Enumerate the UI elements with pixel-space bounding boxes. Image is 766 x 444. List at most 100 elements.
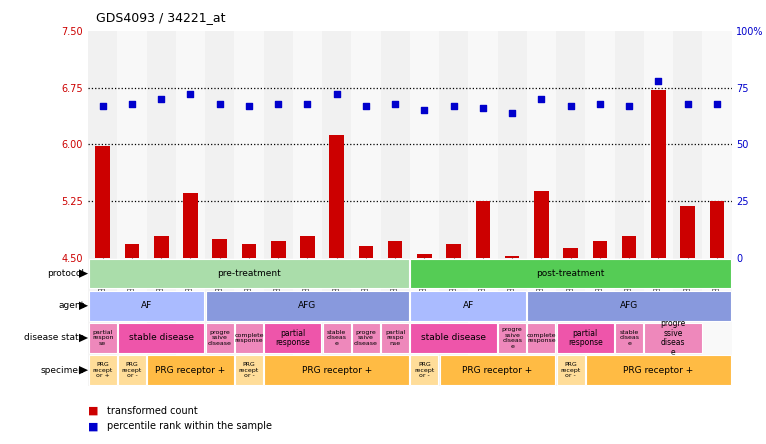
Bar [381, 290, 410, 322]
Bar [322, 354, 352, 386]
Text: specimen: specimen [41, 366, 84, 375]
Bar [702, 322, 732, 354]
Text: AFG: AFG [298, 301, 316, 310]
Bar [293, 258, 322, 290]
Bar [293, 354, 322, 386]
Bar [264, 322, 293, 354]
Bar [410, 31, 439, 258]
Bar [88, 322, 117, 354]
Bar [615, 323, 643, 353]
Bar [702, 290, 732, 322]
Text: protocol: protocol [47, 269, 84, 278]
Bar [117, 354, 146, 386]
Bar [527, 322, 556, 354]
Bar [498, 354, 527, 386]
Bar [176, 322, 205, 354]
Text: post-treatment: post-treatment [536, 269, 605, 278]
Text: AF: AF [463, 301, 474, 310]
Bar [271, 241, 286, 258]
Bar [556, 354, 585, 386]
Bar [439, 31, 468, 258]
Text: pre-treatment: pre-treatment [217, 269, 281, 278]
Bar [293, 31, 322, 258]
Bar [205, 291, 409, 321]
Bar [89, 355, 116, 385]
Bar [322, 31, 352, 258]
Bar [352, 258, 381, 290]
Bar [212, 239, 227, 258]
Text: partial
respo
nse: partial respo nse [385, 330, 405, 346]
Bar [176, 31, 205, 258]
Polygon shape [79, 366, 88, 374]
Bar [468, 322, 498, 354]
Bar [88, 258, 117, 290]
Bar [205, 258, 234, 290]
Text: complete
response: complete response [527, 333, 556, 343]
Text: AFG: AFG [620, 301, 638, 310]
Bar [88, 290, 117, 322]
Bar [527, 323, 555, 353]
Bar [264, 290, 293, 322]
Bar [498, 322, 527, 354]
Bar [447, 244, 461, 258]
Point [653, 77, 665, 84]
Bar [264, 258, 293, 290]
Point [447, 102, 460, 109]
Bar [468, 290, 498, 322]
Point [476, 104, 489, 111]
Bar [88, 354, 117, 386]
Text: progre
ssive
disease: progre ssive disease [208, 330, 231, 346]
Point [506, 109, 519, 116]
Bar [557, 355, 584, 385]
Bar [264, 323, 322, 353]
Bar [585, 290, 614, 322]
Text: progre
ssive
diseas
e: progre ssive diseas e [502, 327, 522, 349]
Bar [88, 31, 117, 258]
Bar [556, 31, 585, 258]
Bar [146, 290, 176, 322]
Bar [205, 322, 234, 354]
Bar [527, 31, 556, 258]
Bar [411, 355, 438, 385]
Point [243, 102, 255, 109]
Bar [673, 258, 702, 290]
Text: PRG receptor +: PRG receptor + [624, 366, 693, 375]
Text: ■: ■ [88, 406, 99, 416]
Bar [439, 258, 468, 290]
Bar [585, 354, 614, 386]
Bar [643, 354, 673, 386]
Bar [644, 323, 702, 353]
Bar [439, 322, 468, 354]
Point [331, 91, 343, 98]
Bar [183, 194, 198, 258]
Bar [586, 355, 731, 385]
Bar [205, 354, 234, 386]
Bar [89, 291, 205, 321]
Bar [527, 258, 556, 290]
Point [594, 100, 606, 107]
Bar [563, 249, 578, 258]
Bar [614, 354, 643, 386]
Bar [585, 322, 614, 354]
Text: PRG
recept
or -: PRG recept or - [414, 362, 434, 378]
Bar [673, 290, 702, 322]
Bar [176, 258, 205, 290]
Text: PRG receptor +: PRG receptor + [302, 366, 372, 375]
Text: percentile rank within the sample: percentile rank within the sample [107, 421, 272, 431]
Polygon shape [79, 301, 88, 310]
Bar [241, 244, 257, 258]
Point [301, 100, 313, 107]
Bar [89, 259, 409, 289]
Bar [468, 258, 498, 290]
Bar [388, 241, 402, 258]
Bar [322, 323, 351, 353]
Bar [643, 31, 673, 258]
Bar [534, 191, 548, 258]
Bar [680, 206, 695, 258]
Bar [643, 322, 673, 354]
Bar [322, 322, 352, 354]
Bar [329, 135, 344, 258]
Bar [468, 354, 498, 386]
Bar [381, 322, 410, 354]
Bar [410, 258, 439, 290]
